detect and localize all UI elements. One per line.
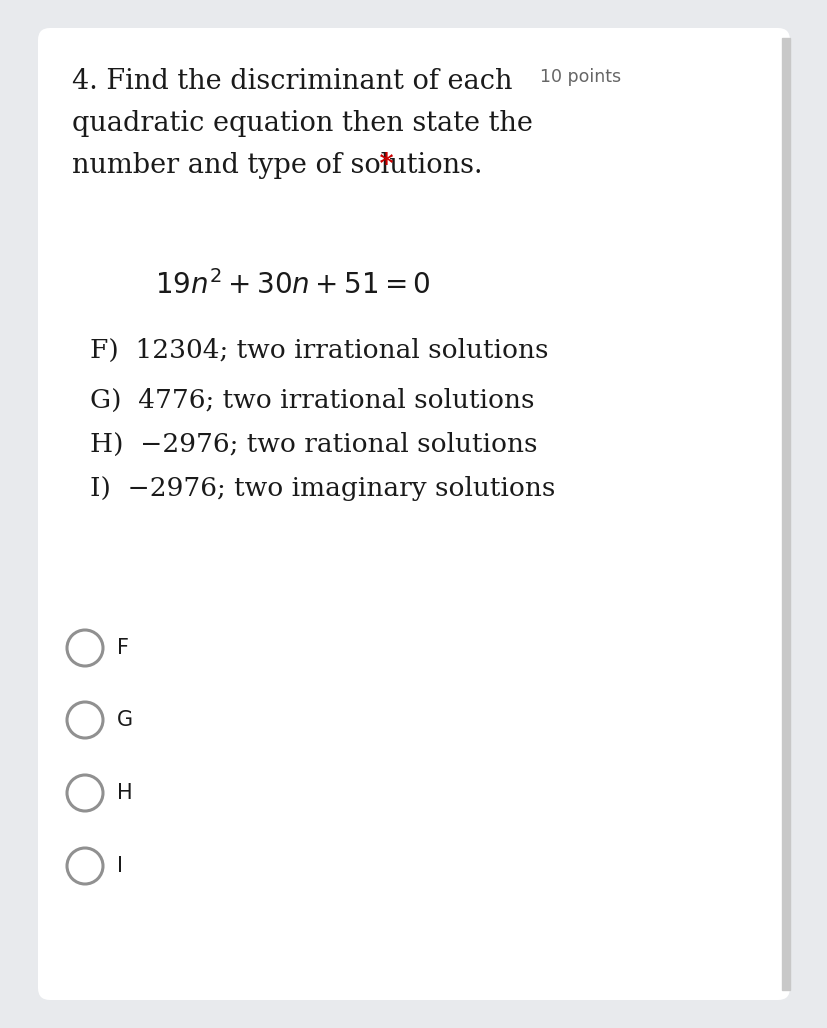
Text: G)  4776; two irrational solutions: G) 4776; two irrational solutions	[90, 388, 534, 413]
FancyBboxPatch shape	[38, 28, 789, 1000]
Text: I: I	[117, 856, 123, 876]
Text: F)  12304; two irrational solutions: F) 12304; two irrational solutions	[90, 338, 547, 363]
Text: G: G	[117, 710, 133, 730]
Text: 4. Find the discriminant of each: 4. Find the discriminant of each	[72, 68, 512, 95]
Text: I)  −2976; two imaginary solutions: I) −2976; two imaginary solutions	[90, 476, 555, 501]
Text: $19n^2 + 30n + 51 = 0$: $19n^2 + 30n + 51 = 0$	[155, 270, 430, 300]
Text: number and type of solutions.: number and type of solutions.	[72, 152, 482, 179]
Text: 10 points: 10 points	[539, 68, 620, 86]
Text: F: F	[117, 638, 129, 658]
Text: H)  −2976; two rational solutions: H) −2976; two rational solutions	[90, 432, 537, 457]
Text: *: *	[370, 152, 394, 179]
Text: quadratic equation then state the: quadratic equation then state the	[72, 110, 533, 137]
Bar	[781, 38, 789, 990]
Text: H: H	[117, 783, 132, 803]
